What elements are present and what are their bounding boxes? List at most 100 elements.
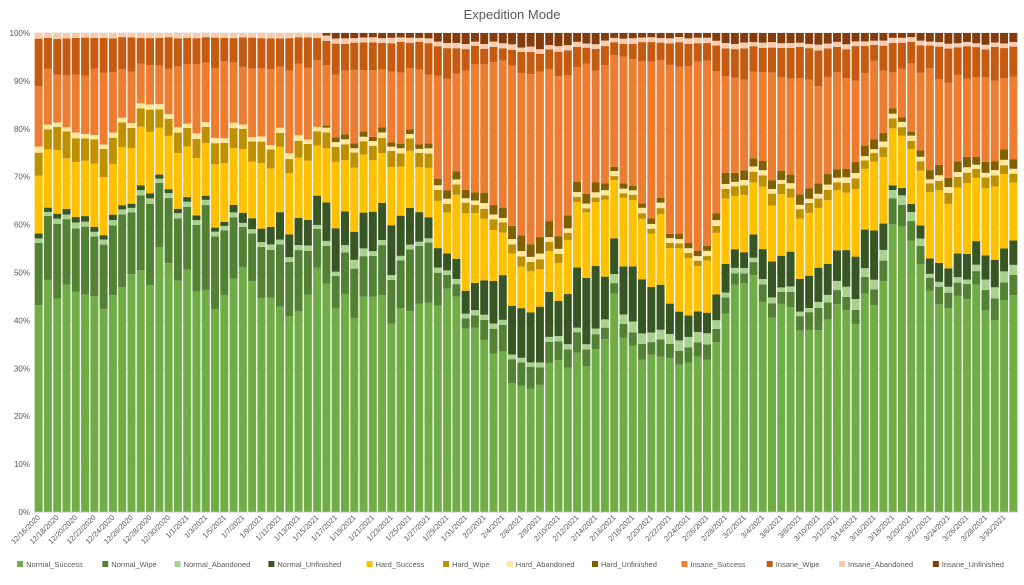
bar-segment bbox=[294, 157, 303, 219]
bar-segment bbox=[71, 217, 80, 223]
bar-segment bbox=[201, 199, 210, 206]
bar-segment bbox=[53, 218, 62, 224]
bar-segment bbox=[452, 42, 461, 49]
bar-segment bbox=[238, 226, 247, 268]
bar-segment bbox=[554, 301, 563, 336]
bar-segment bbox=[712, 71, 721, 214]
bar-segment bbox=[1009, 33, 1018, 42]
bar-segment bbox=[452, 184, 461, 195]
y-tick-label: 80% bbox=[14, 125, 30, 134]
bar-segment bbox=[452, 296, 461, 512]
bar-segment bbox=[238, 66, 247, 125]
legend-label: Hard_Success bbox=[376, 560, 425, 569]
bar-segment bbox=[155, 33, 164, 38]
bar-segment bbox=[573, 192, 582, 197]
bar-segment bbox=[508, 49, 517, 66]
bar-segment bbox=[703, 33, 712, 38]
bar-segment bbox=[173, 33, 182, 39]
bar-segment bbox=[136, 185, 145, 191]
bar-segment bbox=[582, 212, 591, 278]
bar-segment bbox=[118, 209, 127, 215]
bar-segment bbox=[953, 33, 962, 44]
bar-segment bbox=[489, 205, 498, 215]
bar-segment bbox=[805, 202, 814, 213]
bar-segment bbox=[749, 182, 758, 235]
bar-segment bbox=[229, 204, 238, 213]
bar-segment bbox=[34, 238, 43, 243]
bar-segment bbox=[192, 215, 201, 221]
bar-segment bbox=[415, 144, 424, 149]
bar-segment bbox=[183, 201, 192, 207]
bar-segment bbox=[90, 139, 99, 164]
bar-segment bbox=[962, 46, 971, 79]
bar-segment bbox=[712, 320, 721, 329]
bar-segment bbox=[480, 208, 489, 219]
bar-segment bbox=[730, 284, 739, 512]
bar-segment bbox=[935, 164, 944, 176]
bar-segment bbox=[340, 252, 349, 294]
bar-segment bbox=[211, 231, 220, 237]
bar-segment bbox=[842, 250, 851, 287]
bar-segment bbox=[879, 249, 888, 261]
bar-segment bbox=[740, 42, 749, 49]
bar-segment bbox=[489, 41, 498, 47]
bar-segment bbox=[860, 168, 869, 230]
bar-segment bbox=[81, 75, 90, 134]
bar-segment bbox=[768, 180, 776, 189]
bar-segment bbox=[823, 43, 832, 49]
bar-segment bbox=[387, 37, 396, 44]
bar-segment bbox=[675, 364, 684, 512]
bar-segment bbox=[535, 306, 544, 363]
bar-segment bbox=[248, 281, 257, 512]
bar-segment bbox=[238, 128, 247, 150]
bar-segment bbox=[517, 72, 526, 236]
bar-segment bbox=[508, 239, 517, 245]
bar-segment bbox=[842, 168, 851, 178]
bar-segment bbox=[925, 170, 934, 180]
bar-segment bbox=[211, 137, 220, 144]
bar-segment bbox=[897, 117, 906, 122]
bar-segment bbox=[600, 190, 609, 196]
bar-segment bbox=[303, 245, 312, 251]
bar-segment bbox=[768, 188, 776, 194]
bar-segment bbox=[238, 33, 247, 38]
bar-segment bbox=[860, 46, 869, 74]
bar-segment bbox=[480, 314, 489, 321]
bar-segment bbox=[981, 44, 990, 50]
bar-segment bbox=[814, 267, 823, 302]
bar-segment bbox=[378, 245, 387, 296]
bar-segment bbox=[322, 148, 331, 203]
bar-segment bbox=[99, 244, 108, 310]
bar-segment bbox=[183, 146, 192, 198]
bar-segment bbox=[461, 318, 470, 329]
bar-segment bbox=[535, 33, 544, 50]
bar-segment bbox=[972, 177, 981, 242]
bar-segment bbox=[350, 38, 359, 43]
legend: Normal_Success Normal_Wipe Normal_Abandone… bbox=[17, 560, 1004, 569]
bar-segment bbox=[136, 190, 145, 196]
bar-segment bbox=[276, 38, 284, 67]
bar-segment bbox=[62, 219, 71, 285]
bar-segment bbox=[498, 48, 507, 61]
bar-segment bbox=[545, 69, 554, 222]
bar-segment bbox=[508, 383, 517, 512]
bar-segment bbox=[183, 37, 192, 64]
bar-segment bbox=[740, 170, 749, 180]
bar-segment bbox=[350, 167, 359, 232]
bar-segment bbox=[396, 308, 405, 512]
bar-segment bbox=[730, 172, 739, 182]
bar-segment bbox=[424, 33, 433, 39]
bar-segment bbox=[387, 150, 396, 168]
bar-segment bbox=[1000, 33, 1009, 44]
bar-segment bbox=[164, 33, 173, 38]
bar-segment bbox=[591, 192, 600, 198]
bar-segment bbox=[433, 272, 442, 306]
bar-segment bbox=[675, 340, 684, 351]
bar-segment bbox=[526, 362, 535, 367]
bar-segment bbox=[136, 108, 145, 127]
bar-segment bbox=[638, 343, 647, 360]
bar-segment bbox=[276, 127, 284, 134]
bar-segment bbox=[285, 38, 294, 71]
y-tick-label: 40% bbox=[14, 316, 30, 325]
bar-segment bbox=[331, 74, 340, 138]
